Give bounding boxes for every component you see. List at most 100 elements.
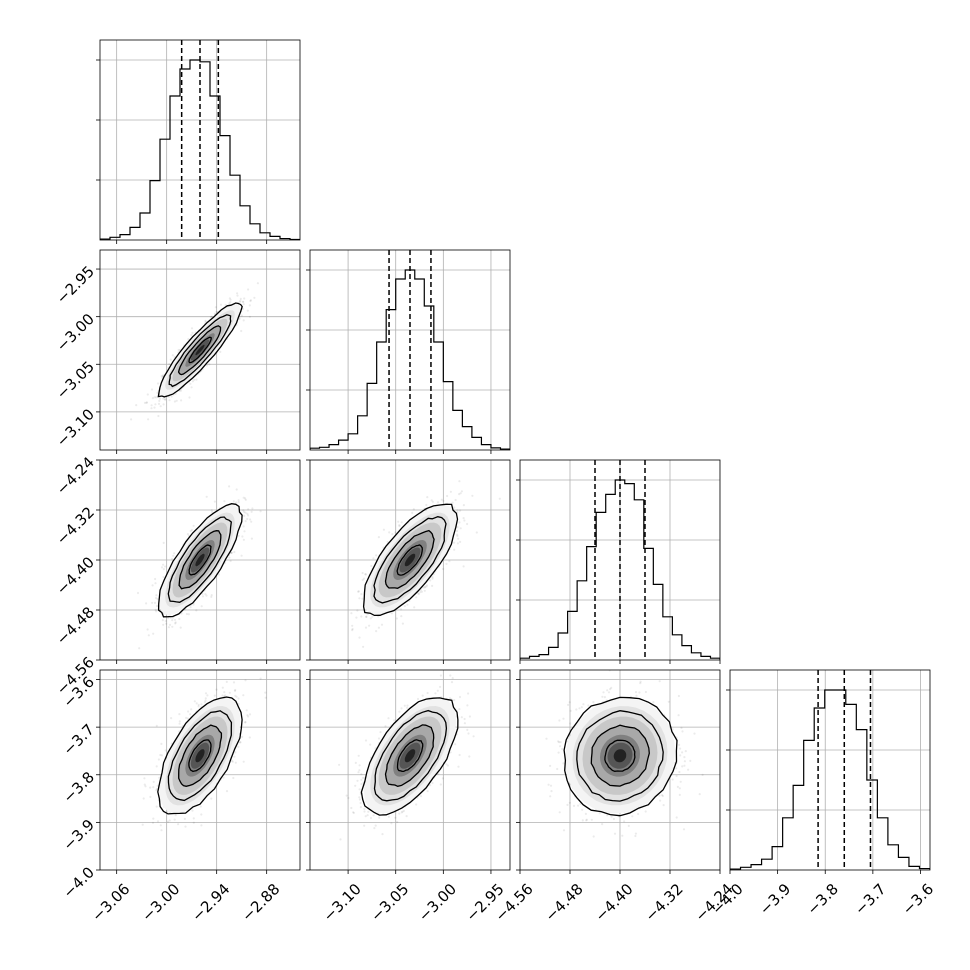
scatter-point [357,590,360,593]
scatter-point [422,586,425,589]
scatter-point [143,783,146,786]
scatter-point [431,584,434,588]
panel-3-0: −4.0−3.9−3.8−3.7−3.6−3.06 −3.00 −2.94 −2.88 [60,669,301,925]
scatter-point [237,702,240,706]
scatter-point [243,514,246,518]
scatter-point [365,615,368,618]
scatter-point [456,526,459,529]
scatter-point [237,501,240,504]
scatter-point [355,616,358,619]
scatter-point [228,485,231,488]
scatter-point [228,302,231,305]
panel-content [100,670,300,870]
scatter-point [417,592,420,595]
scatter-point [177,348,180,352]
scatter-point [171,619,174,622]
scatter-point [249,299,252,302]
scatter-point [189,713,192,716]
scatter-point [425,585,428,588]
scatter-point [391,533,394,536]
scatter-point [250,520,253,523]
scatter-point [232,776,235,780]
scatter-point [436,501,440,504]
scatter-point [167,395,171,399]
scatter-point [423,586,426,589]
scatter-point [253,296,256,299]
scatter-point [162,575,165,579]
scatter-point [442,567,445,571]
scatter-point [145,401,148,404]
scatter-point [154,608,157,612]
scatter-point [187,338,190,341]
panel-frame [99,249,301,451]
panel-content [100,40,300,240]
scatter-point [358,636,361,639]
scatter-point [364,573,367,576]
panel-frame [519,459,721,661]
scatter-point [188,396,191,399]
scatter-point [162,623,165,626]
scatter-point [458,493,461,496]
scatter-point [395,617,398,620]
scatter-point [242,303,245,306]
scatter-point [156,784,159,787]
scatter-point [231,760,234,763]
scatter-point [184,825,187,828]
scatter-point [236,294,239,297]
scatter-point [235,488,238,491]
scatter-point [204,692,208,695]
scatter-point [168,362,171,366]
scatter-point [179,389,183,392]
scatter-point [247,514,250,517]
scatter-point [232,500,235,503]
scatter-point [426,496,429,499]
scatter-point [149,795,152,799]
scatter-point [242,538,245,541]
scatter-point [174,622,177,625]
scatter-point [456,529,459,533]
scatter-point [210,594,213,597]
scatter-point [190,386,193,389]
scatter-point [158,399,161,402]
scatter-point [151,601,154,604]
scatter-point [193,700,196,703]
scatter-point [370,564,373,568]
scatter-point [173,400,176,403]
scatter-point [412,508,415,511]
scatter-point [430,499,433,502]
scatter-point [130,418,133,421]
contour-line [188,544,212,576]
scatter-point [459,540,462,544]
contour-line [396,544,423,576]
scatter-point [147,418,150,421]
scatter-point [204,697,207,700]
scatter-point [390,612,393,615]
scatter-point [466,522,469,526]
scatter-point [458,521,461,524]
scatter-point [364,573,367,576]
scatter-point [165,622,168,625]
scatter-point [211,510,214,514]
scatter-point [153,601,157,605]
scatter-point [156,598,159,601]
scatter-point [244,497,247,500]
scatter-point [151,397,154,400]
scatter-point [173,618,177,621]
panel-1-0: −3.10−3.05−3.00−2.95 [53,249,301,454]
scatter-point [237,499,240,502]
y-tick-label: −3.00 [53,310,98,355]
scatter-point [190,333,193,337]
y-tick-label: −4.48 [53,603,98,648]
scatter-point [243,510,246,513]
scatter-point [351,627,354,631]
scatter-point [180,612,183,615]
panel-frame [309,249,511,451]
scatter-point [155,604,159,608]
contour-line [188,336,212,364]
scatter-point [451,501,454,504]
scatter-point [154,582,157,585]
scatter-point [190,528,193,532]
scatter-point [458,509,462,512]
scatter-point [429,579,432,582]
scatter-point [154,403,157,406]
